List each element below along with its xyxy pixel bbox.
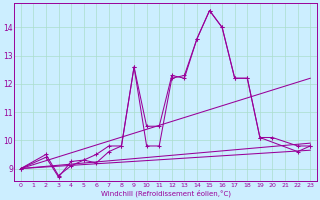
- X-axis label: Windchill (Refroidissement éolien,°C): Windchill (Refroidissement éolien,°C): [100, 189, 230, 197]
